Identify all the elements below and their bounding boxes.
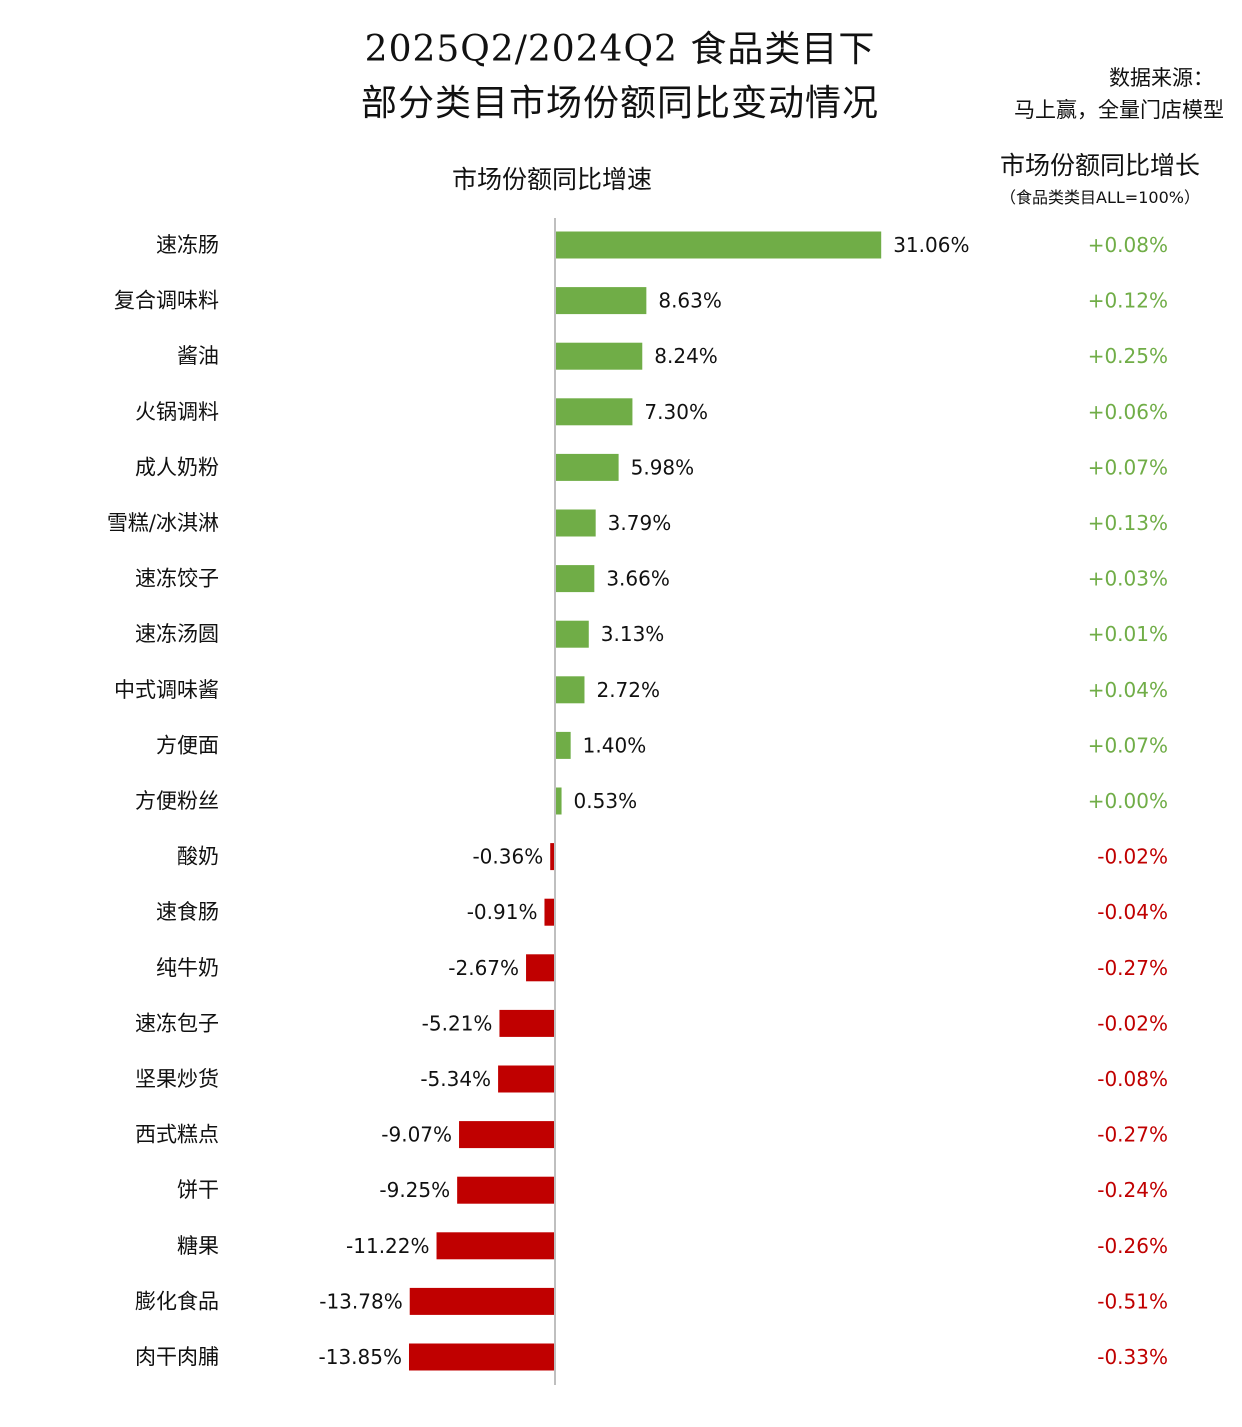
category-label: 坚果炒货	[135, 1067, 219, 1091]
bar	[556, 787, 562, 815]
data-label: 3.13%	[601, 622, 665, 646]
data-label: -2.67%	[448, 956, 519, 980]
category-label: 成人奶粉	[135, 455, 219, 479]
bar	[459, 1121, 554, 1149]
share-change-label: -0.04%	[1097, 900, 1168, 924]
category-label: 肉干肉脯	[135, 1345, 219, 1369]
category-label: 速冻饺子	[135, 567, 219, 591]
data-label: 0.53%	[574, 789, 638, 813]
data-label: -11.22%	[346, 1234, 429, 1258]
chart-title-line1: 2025Q2/2024Q2 食品类目下	[364, 29, 876, 70]
category-label: 复合调味料	[114, 289, 219, 313]
category-label: 西式糕点	[135, 1123, 219, 1147]
bar	[526, 954, 554, 982]
share-change-label: +0.25%	[1088, 344, 1168, 368]
share-change-label: +0.07%	[1088, 733, 1168, 757]
category-label: 速冻肠	[156, 233, 219, 257]
share-change-label: -0.24%	[1097, 1178, 1168, 1202]
bar	[436, 1232, 554, 1260]
data-label: -5.21%	[422, 1011, 493, 1035]
bar	[544, 898, 554, 926]
chart-subtitle: 市场份额同比增速	[451, 165, 652, 194]
share-change-label: -0.08%	[1097, 1067, 1168, 1091]
share-change-label: +0.08%	[1088, 233, 1168, 257]
category-label: 中式调味酱	[114, 678, 219, 702]
data-label: 8.63%	[658, 289, 722, 313]
data-label: 31.06%	[893, 233, 969, 257]
category-label: 膨化食品	[135, 1289, 219, 1313]
category-label: 方便粉丝	[135, 789, 219, 813]
data-label: 8.24%	[654, 344, 718, 368]
data-label: 7.30%	[644, 400, 708, 424]
data-label: -5.34%	[420, 1067, 491, 1091]
source-label: 数据来源：	[1109, 66, 1214, 90]
bar	[498, 1065, 554, 1093]
data-label: -9.07%	[381, 1123, 452, 1147]
share-change-label: -0.27%	[1097, 1123, 1168, 1147]
category-label: 速食肠	[156, 900, 219, 924]
share-change-label: -0.26%	[1097, 1234, 1168, 1258]
data-label: 3.66%	[606, 567, 670, 591]
bar	[556, 453, 619, 481]
share-change-label: +0.06%	[1088, 400, 1168, 424]
data-label: -0.91%	[467, 900, 538, 924]
bar	[457, 1176, 554, 1204]
source-text: 马上赢，全量门店模型	[1014, 98, 1224, 122]
share-change-label: -0.27%	[1097, 956, 1168, 980]
category-label: 纯牛奶	[156, 956, 219, 980]
bar	[556, 620, 589, 648]
bar	[556, 731, 571, 759]
secondary-column-title: 市场份额同比增长	[999, 151, 1200, 180]
share-change-label: -0.33%	[1097, 1345, 1168, 1369]
bar	[556, 676, 585, 704]
bar	[550, 843, 554, 871]
category-label: 雪糕/冰淇淋	[107, 511, 219, 535]
bar	[556, 398, 633, 426]
bar	[556, 287, 647, 315]
share-change-label: -0.51%	[1097, 1289, 1168, 1313]
share-change-label: +0.07%	[1088, 455, 1168, 479]
share-change-label: +0.04%	[1088, 678, 1168, 702]
data-label: 1.40%	[583, 733, 647, 757]
data-label: -0.36%	[472, 845, 543, 869]
category-label: 酱油	[177, 344, 219, 368]
share-change-label: +0.00%	[1088, 789, 1168, 813]
share-change-label: +0.03%	[1088, 567, 1168, 591]
category-label: 火锅调料	[135, 400, 219, 424]
data-label: 5.98%	[631, 455, 695, 479]
bar	[408, 1343, 554, 1371]
share-change-label: -0.02%	[1097, 845, 1168, 869]
chart-title-line2: 部分类目市场份额同比变动情况	[360, 83, 879, 124]
category-label: 饼干	[177, 1178, 219, 1202]
bar	[499, 1009, 554, 1037]
share-change-label: +0.12%	[1088, 289, 1168, 313]
data-label: 2.72%	[596, 678, 660, 702]
share-change-label: -0.02%	[1097, 1011, 1168, 1035]
share-change-label: +0.13%	[1088, 511, 1168, 535]
data-label: -13.78%	[319, 1289, 402, 1313]
bar	[409, 1287, 554, 1315]
bar	[556, 509, 596, 537]
data-label: 3.79%	[608, 511, 672, 535]
category-label: 方便面	[156, 733, 219, 757]
category-label: 速冻汤圆	[135, 622, 219, 646]
category-label: 速冻包子	[135, 1011, 219, 1035]
category-label: 酸奶	[177, 845, 219, 869]
bar	[556, 342, 643, 370]
bar	[556, 231, 882, 259]
secondary-column-subtitle: （食品类类目ALL=100%）	[1000, 188, 1200, 207]
data-label: -9.25%	[379, 1178, 450, 1202]
data-label: -13.85%	[319, 1345, 402, 1369]
share-change-label: +0.01%	[1088, 622, 1168, 646]
category-label: 糖果	[177, 1234, 219, 1258]
bar	[556, 565, 595, 593]
